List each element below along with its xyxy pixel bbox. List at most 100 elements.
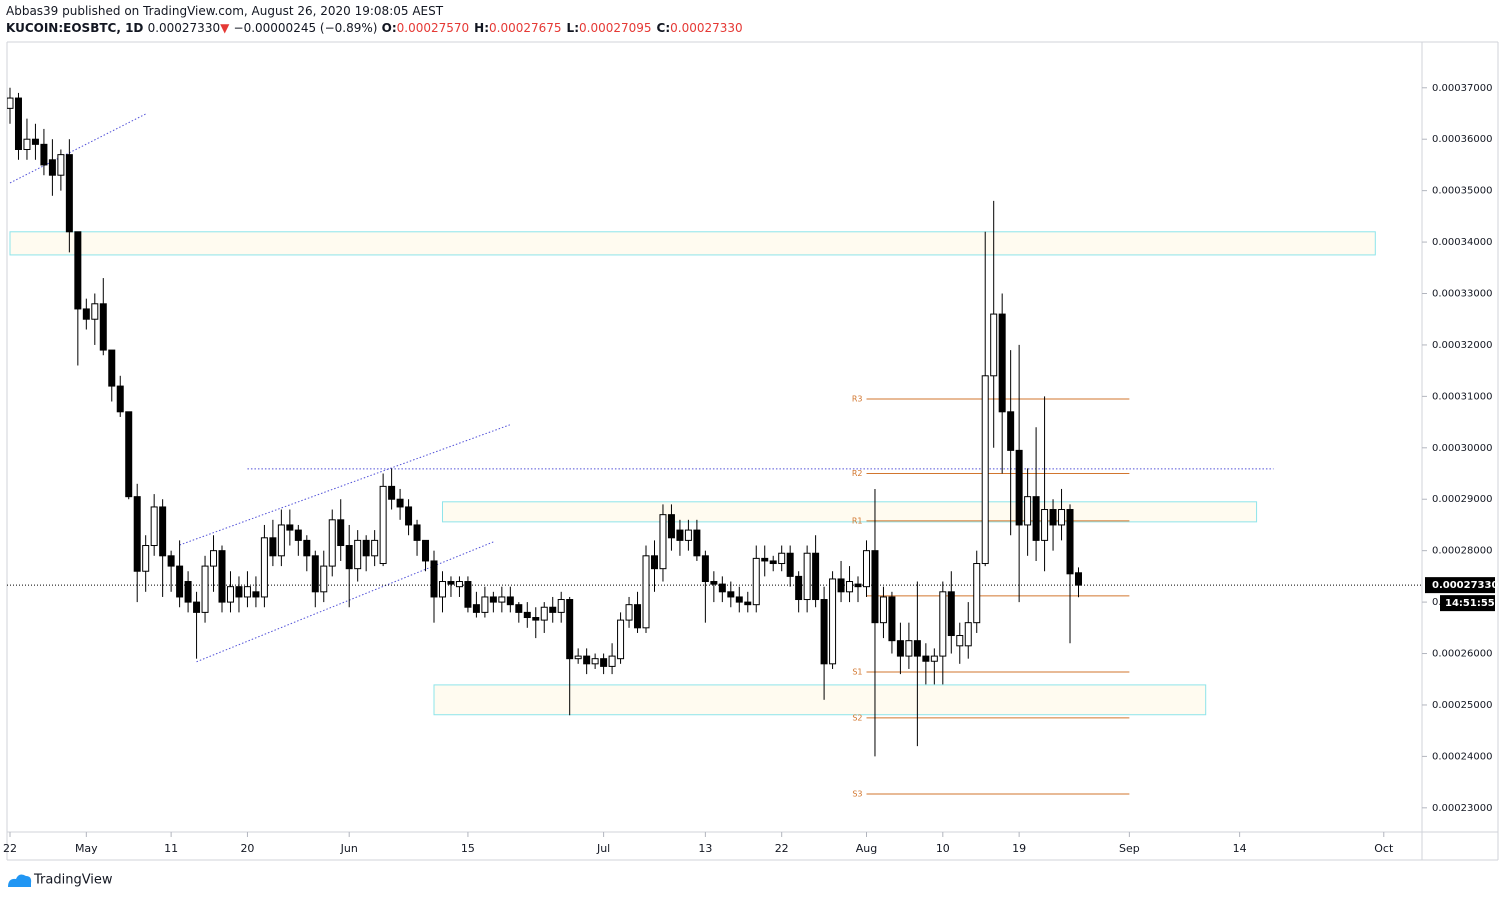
candle-down <box>345 545 353 570</box>
y-tick-label: 0.00037000 <box>1432 83 1492 94</box>
candle-down <box>1074 572 1082 586</box>
candle-down <box>193 601 201 613</box>
candle-up <box>642 555 650 629</box>
candle-up <box>7 97 14 109</box>
candle-down <box>922 655 930 662</box>
candle-down <box>1066 509 1074 575</box>
x-tick-label: 11 <box>164 842 178 855</box>
x-tick-label: Aug <box>856 842 877 855</box>
candle-down <box>48 159 56 176</box>
ohlc-value: 0.00027330 <box>670 21 743 35</box>
candle-up <box>328 519 336 567</box>
y-tick-label: 0.00029000 <box>1432 494 1492 505</box>
candle-up <box>455 581 463 588</box>
candle-up <box>243 586 251 598</box>
candle-down <box>583 655 591 665</box>
arrow: ▼ <box>220 21 230 35</box>
plot-area: R3 R2 R1 S1 S2 S3 <box>7 87 1422 798</box>
candle-down <box>74 231 82 310</box>
countdown-box <box>1440 595 1495 612</box>
candle-up <box>23 138 31 150</box>
x-tick-label: May <box>75 842 98 855</box>
candle-up <box>1041 509 1049 541</box>
x-tick-label: 20 <box>240 842 254 855</box>
trendline <box>9 113 146 184</box>
candle-down <box>506 596 514 606</box>
candle-down <box>795 575 803 601</box>
x-tick-label: 13 <box>698 842 712 855</box>
candle-down <box>786 552 794 577</box>
candle-down <box>693 529 701 557</box>
x-tick-label: 14 <box>1233 842 1247 855</box>
candle-up <box>981 375 989 565</box>
candle-up <box>498 596 506 603</box>
candle-down <box>405 506 413 526</box>
ohlc-value: 0.00027570 <box>396 21 470 35</box>
candle-down <box>701 555 709 583</box>
candle-up <box>260 537 268 598</box>
candle-up <box>540 606 548 621</box>
candle-down <box>82 308 90 320</box>
candle-down <box>252 591 260 598</box>
candle-down <box>303 539 311 557</box>
candle-up <box>846 581 854 593</box>
candle-down <box>735 596 743 603</box>
candle-down <box>549 606 557 613</box>
frame <box>6 41 1499 861</box>
candle-down <box>913 640 921 657</box>
x-tick-label: 15 <box>461 842 475 855</box>
candle-down <box>422 539 430 562</box>
candle-up <box>956 635 964 647</box>
ohlc-key: H: <box>474 21 490 35</box>
candle-up <box>829 578 837 665</box>
candle-down <box>634 604 642 629</box>
candle-down <box>447 581 455 585</box>
ohlc-value: 0.00027675 <box>489 21 562 35</box>
candle-down <box>133 496 141 572</box>
y-tick-label: 0.00028000 <box>1432 546 1492 557</box>
pivot-label: R3 <box>852 394 863 403</box>
candle-up <box>905 640 913 657</box>
candle-up <box>557 599 565 613</box>
candle-down <box>99 303 107 351</box>
ohlc-key: L: <box>566 21 579 35</box>
candle-up <box>625 604 633 621</box>
candle-down <box>269 537 277 557</box>
pivot-label: S1 <box>852 668 862 677</box>
candle-down <box>1007 411 1015 451</box>
candle-down <box>727 591 735 598</box>
candle-up <box>617 619 625 660</box>
y-tick-label: 0.00036000 <box>1432 134 1492 145</box>
candle-down <box>896 640 904 657</box>
countdown-label: 14:51:55 <box>1445 598 1495 609</box>
candle-down <box>667 514 675 539</box>
ohlc-value: 0.00027095 <box>579 21 652 35</box>
ohlc-key: C: <box>656 21 671 35</box>
pivot-label: R2 <box>852 469 863 478</box>
y-tick-label: 0.00034000 <box>1432 237 1492 248</box>
candle-down <box>218 550 226 603</box>
candle-down <box>294 529 302 541</box>
candle-down <box>362 539 370 557</box>
candle-up <box>438 581 446 598</box>
candle-down <box>464 581 472 608</box>
candle-up <box>752 557 760 606</box>
y-tick-label: 0.00023000 <box>1432 803 1492 814</box>
trendline <box>179 424 511 546</box>
candle-down <box>871 550 879 624</box>
change: −0.00000245 (−0.89%) <box>233 21 378 35</box>
candle-down <box>854 583 862 588</box>
candle-down <box>489 596 497 603</box>
pivot-label: S3 <box>852 789 862 798</box>
candle-down <box>176 565 184 598</box>
candle-down <box>1015 449 1023 526</box>
y-tick-label: 0.00033000 <box>1432 289 1492 300</box>
candle-down <box>413 524 421 541</box>
candle-down <box>761 557 769 562</box>
candle-down <box>812 552 820 601</box>
x-tick-label: Sep <box>1119 842 1140 855</box>
candle-down <box>472 604 480 613</box>
candle-up <box>973 563 981 624</box>
logo: TradingView <box>8 873 113 888</box>
